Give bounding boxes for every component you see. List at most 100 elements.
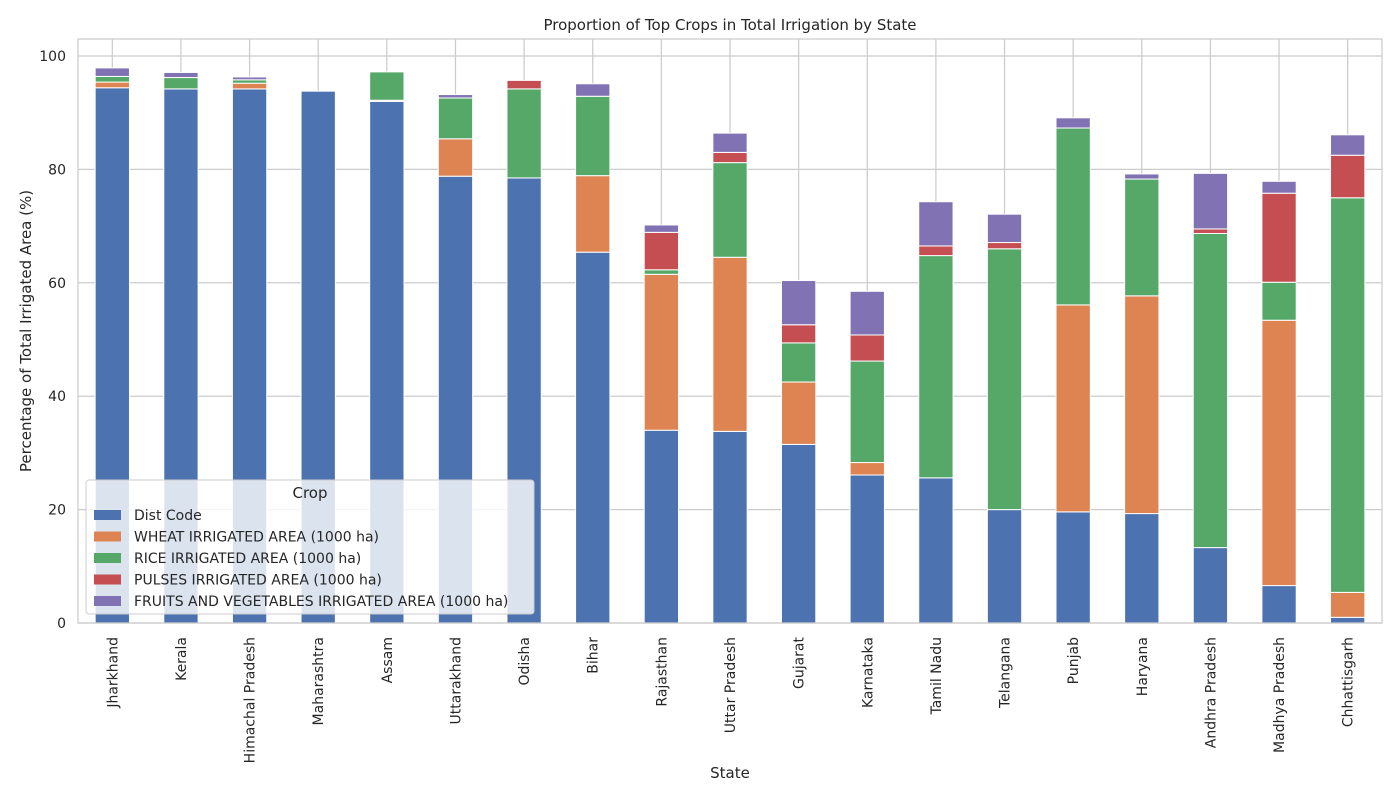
bar-karnataka-rice-irrigated-area-1000-ha bbox=[849, 360, 885, 464]
x-tick-label-punjab: Punjab bbox=[1066, 637, 1082, 684]
x-tick-label-telangana: Telangana bbox=[998, 637, 1014, 709]
bar-odisha-pulses-irrigated-area-1000-ha bbox=[506, 79, 542, 90]
legend-swatch-rice-irrigated-area-1000-ha bbox=[94, 553, 121, 563]
bar-rajasthan-rice-irrigated-area-1000-ha bbox=[643, 269, 680, 275]
legend-items: Dist Code WHEAT IRRIGATED AREA (1000 ha) R… bbox=[94, 508, 508, 610]
bar-gujarat-wheat-irrigated-area-1000-ha bbox=[780, 381, 817, 445]
x-tick-label-gujarat: Gujarat bbox=[792, 636, 808, 689]
x-tick-label-tamil-nadu: Tamil Nadu bbox=[929, 637, 945, 716]
bar-uttarakhand-wheat-irrigated-area-1000-ha bbox=[437, 138, 474, 177]
bar-karnataka-pulses-irrigated-area-1000-ha bbox=[849, 334, 885, 362]
bar-gujarat-rice-irrigated-area-1000-ha bbox=[780, 342, 817, 383]
bar-uttar-pradesh-rice-irrigated-area-1000-ha bbox=[712, 162, 748, 258]
bar-gujarat-dist-code bbox=[780, 443, 817, 624]
x-tick-label-bihar: Bihar bbox=[586, 637, 602, 674]
bar-uttar-pradesh-dist-code bbox=[712, 430, 748, 624]
y-tick-label: 80 bbox=[48, 162, 66, 178]
bar-bihar-dist-code bbox=[575, 251, 611, 624]
legend-label-rice-irrigated-area-1000-ha: RICE IRRIGATED AREA (1000 ha) bbox=[134, 551, 361, 567]
bar-assam-rice-irrigated-area-1000-ha bbox=[369, 71, 405, 101]
bar-madhya-pradesh-rice-irrigated-area-1000-ha bbox=[1261, 281, 1297, 321]
bar-karnataka-wheat-irrigated-area-1000-ha bbox=[849, 462, 885, 476]
x-tick-label-himachal-pradesh: Himachal Pradesh bbox=[243, 637, 259, 763]
legend-title: Crop bbox=[292, 484, 327, 502]
bar-himachal-pradesh-rice-irrigated-area-1000-ha bbox=[231, 79, 268, 84]
x-tick-label-uttarakhand: Uttarakhand bbox=[448, 637, 464, 724]
bar-uttarakhand-rice-irrigated-area-1000-ha bbox=[437, 97, 474, 140]
legend-label-wheat-irrigated-area-1000-ha: WHEAT IRRIGATED AREA (1000 ha) bbox=[134, 530, 379, 546]
bar-bihar-wheat-irrigated-area-1000-ha bbox=[575, 175, 611, 253]
bar-odisha-rice-irrigated-area-1000-ha bbox=[506, 88, 542, 179]
bar-telangana-fruits-and-vegetables-irrigated-area-1000-ha bbox=[986, 213, 1023, 244]
bar-haryana-wheat-irrigated-area-1000-ha bbox=[1124, 295, 1160, 515]
y-tick-labels: 0 20 40 60 80 100 bbox=[39, 49, 66, 632]
legend-label-fruits-and-vegetables-irrigated-area-1000-ha: FRUITS AND VEGETABLES IRRIGATED AREA (10… bbox=[134, 594, 508, 610]
x-tick-label-uttar-pradesh: Uttar Pradesh bbox=[723, 637, 739, 733]
y-tick-label: 60 bbox=[48, 276, 66, 292]
x-tick-label-rajasthan: Rajasthan bbox=[654, 637, 670, 707]
legend: Crop Dist Code WHEAT IRRIGATED AREA (1000… bbox=[85, 479, 535, 615]
bar-chhattisgarh-wheat-irrigated-area-1000-ha bbox=[1330, 591, 1366, 618]
bar-uttar-pradesh-pulses-irrigated-area-1000-ha bbox=[712, 151, 748, 164]
bar-haryana-rice-irrigated-area-1000-ha bbox=[1124, 178, 1160, 297]
bar-andhra-pradesh-rice-irrigated-area-1000-ha bbox=[1192, 232, 1229, 549]
bar-chhattisgarh-pulses-irrigated-area-1000-ha bbox=[1330, 154, 1366, 199]
bar-madhya-pradesh-dist-code bbox=[1261, 585, 1297, 624]
y-tick-label: 40 bbox=[48, 389, 66, 405]
x-tick-label-maharashtra: Maharashtra bbox=[311, 637, 327, 725]
bar-uttar-pradesh-wheat-irrigated-area-1000-ha bbox=[712, 256, 748, 432]
bar-chhattisgarh-rice-irrigated-area-1000-ha bbox=[1330, 197, 1366, 593]
bar-madhya-pradesh-wheat-irrigated-area-1000-ha bbox=[1261, 319, 1297, 587]
legend-label-pulses-irrigated-area-1000-ha: PULSES IRRIGATED AREA (1000 ha) bbox=[134, 573, 382, 589]
y-tick-label: 0 bbox=[57, 616, 66, 632]
legend-box bbox=[85, 479, 535, 615]
bar-uttarakhand-fruits-and-vegetables-irrigated-area-1000-ha bbox=[437, 94, 474, 99]
bar-punjab-fruits-and-vegetables-irrigated-area-1000-ha bbox=[1055, 117, 1091, 129]
bar-rajasthan-wheat-irrigated-area-1000-ha bbox=[643, 273, 680, 431]
chart-title: Proportion of Top Crops in Total Irrigat… bbox=[543, 16, 916, 34]
legend-swatch-dist-code bbox=[94, 510, 121, 520]
bar-karnataka-fruits-and-vegetables-irrigated-area-1000-ha bbox=[849, 290, 885, 336]
bar-haryana-dist-code bbox=[1124, 513, 1160, 624]
bar-tamil-nadu-pulses-irrigated-area-1000-ha bbox=[918, 245, 954, 257]
bar-telangana-rice-irrigated-area-1000-ha bbox=[986, 248, 1023, 511]
bar-madhya-pradesh-pulses-irrigated-area-1000-ha bbox=[1261, 192, 1297, 283]
bar-andhra-pradesh-pulses-irrigated-area-1000-ha bbox=[1192, 228, 1229, 234]
y-tick-label: 20 bbox=[48, 503, 66, 519]
x-tick-label-jharkhand: Jharkhand bbox=[105, 637, 121, 709]
bar-tamil-nadu-rice-irrigated-area-1000-ha bbox=[918, 255, 954, 479]
legend-swatch-wheat-irrigated-area-1000-ha bbox=[94, 531, 121, 542]
y-tick-label: 100 bbox=[39, 49, 66, 65]
bar-karnataka-dist-code bbox=[849, 474, 885, 624]
bar-telangana-dist-code bbox=[986, 509, 1023, 624]
bar-haryana-fruits-and-vegetables-irrigated-area-1000-ha bbox=[1124, 173, 1160, 180]
bar-punjab-rice-irrigated-area-1000-ha bbox=[1055, 127, 1091, 306]
x-tick-label-odisha: Odisha bbox=[517, 637, 533, 686]
bar-kerala-fruits-and-vegetables-irrigated-area-1000-ha bbox=[163, 71, 199, 79]
bar-jharkhand-wheat-irrigated-area-1000-ha bbox=[94, 81, 130, 89]
legend-label-dist-code: Dist Code bbox=[134, 508, 202, 524]
bar-andhra-pradesh-fruits-and-vegetables-irrigated-area-1000-ha bbox=[1192, 172, 1229, 230]
bar-rajasthan-pulses-irrigated-area-1000-ha bbox=[643, 231, 680, 271]
x-tick-label-madhya-pradesh: Madhya Pradesh bbox=[1272, 637, 1288, 753]
x-axis-label: State bbox=[710, 764, 750, 782]
bars bbox=[94, 67, 1366, 624]
x-tick-label-assam: Assam bbox=[380, 637, 396, 683]
bar-rajasthan-dist-code bbox=[643, 429, 680, 624]
bar-jharkhand-fruits-and-vegetables-irrigated-area-1000-ha bbox=[94, 67, 130, 77]
bar-gujarat-fruits-and-vegetables-irrigated-area-1000-ha bbox=[780, 280, 817, 326]
x-tick-label-haryana: Haryana bbox=[1135, 637, 1151, 696]
x-tick-label-kerala: Kerala bbox=[174, 637, 190, 681]
bar-tamil-nadu-dist-code bbox=[918, 477, 954, 624]
bar-himachal-pradesh-wheat-irrigated-area-1000-ha bbox=[231, 82, 268, 90]
plot-frame bbox=[77, 38, 1383, 624]
legend-swatch-pulses-irrigated-area-1000-ha bbox=[94, 574, 121, 585]
bar-punjab-wheat-irrigated-area-1000-ha bbox=[1055, 304, 1091, 513]
bar-gujarat-pulses-irrigated-area-1000-ha bbox=[780, 324, 817, 344]
bar-uttar-pradesh-fruits-and-vegetables-irrigated-area-1000-ha bbox=[712, 132, 748, 153]
bar-bihar-rice-irrigated-area-1000-ha bbox=[575, 95, 611, 177]
y-axis-label: Percentage of Total Irrigated Area (%) bbox=[17, 190, 35, 472]
bar-chhattisgarh-fruits-and-vegetables-irrigated-area-1000-ha bbox=[1330, 134, 1366, 156]
